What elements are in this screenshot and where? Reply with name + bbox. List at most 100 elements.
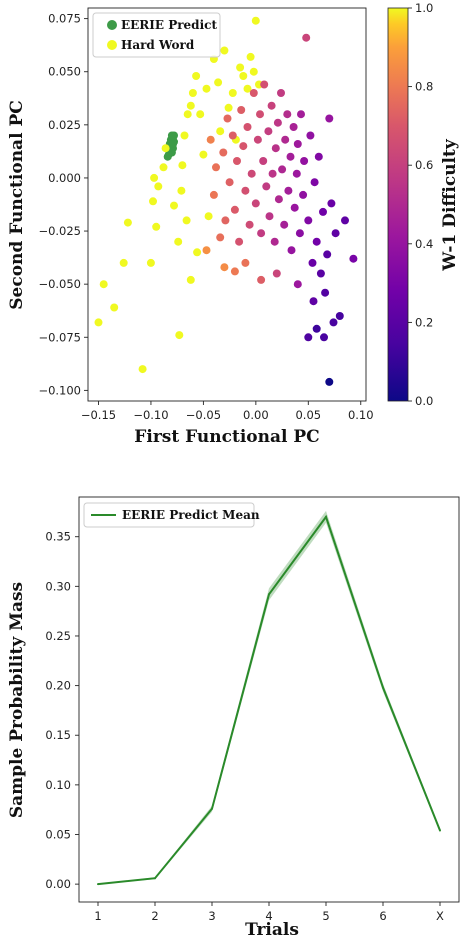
line-point [325,515,327,518]
scatter-x-tick-label: −0.10 [133,408,168,422]
scatter-point [251,16,260,25]
scatter-point [224,103,233,112]
scatter-point [212,163,220,172]
scatter-point [329,318,338,327]
line-point [439,829,441,832]
scatter-point [177,186,186,195]
scatter-point [178,161,187,170]
line-point [97,883,99,886]
line-x-tick-label: 3 [208,909,215,923]
scatter-point [202,246,211,255]
scatter-point [202,84,211,93]
scatter-point [159,163,168,172]
scatter-point [312,324,321,333]
scatter-legend: EERIE Predict Hard Word [92,12,221,58]
line-legend-box [83,502,255,528]
scatter-point [251,199,260,208]
scatter-point [327,199,336,208]
line-legend-label: EERIE Predict Mean [122,508,260,522]
scatter-point [280,220,289,229]
legend-marker-hard-word [107,40,117,50]
scatter-x-tick-label: 0.05 [295,408,321,422]
scatter-point [182,216,191,225]
legend-box [92,12,221,58]
scatter-point [297,110,305,119]
scatter-point [309,297,318,306]
scatter-y-tick-label: 0.050 [48,65,81,79]
scatter-y-tick-label: −0.050 [38,277,81,291]
colorbar-tick-label: 0.8 [415,80,433,94]
scatter-point [262,182,271,191]
scatter-point [310,178,319,187]
scatter-point [274,195,283,204]
scatter-x-tick-label: 0.00 [243,408,269,422]
scatter-point [247,169,256,178]
scatter-point [302,33,311,42]
scatter-point [253,135,262,144]
scatter-point [271,144,280,153]
scatter-point [138,365,147,374]
scatter-point [264,127,273,136]
scatter-point [123,218,132,227]
scatter-y-axis-label: Second Functional PC [7,100,27,310]
scatter-point [335,312,344,320]
scatter-point [257,229,266,238]
scatter-point [295,229,304,238]
scatter-point [220,46,229,55]
scatter-point [119,258,128,267]
scatter-point [214,78,223,87]
line-x-tick-label: X [436,909,444,923]
colorbar-label: W-1 Difficulty [440,138,460,272]
scatter-point [230,205,239,214]
line-plot-area [78,496,460,903]
scatter-point [216,127,225,136]
scatter-point [146,258,155,267]
scatter-point [265,212,274,221]
scatter-y-tick-label: 0.075 [48,12,81,26]
line-y-tick-label: 0.25 [45,629,71,643]
line-y-tick-label: 0.15 [45,728,71,742]
scatter-point [287,246,296,255]
scatter-point [180,131,189,140]
colorbar-tick-label: 0.6 [415,158,433,172]
scatter-point [283,110,292,119]
scatter-point [188,89,197,97]
scatter-point [225,178,234,187]
scatter-point [94,318,103,327]
legend-label-eerie-predict: EERIE Predict [121,18,217,32]
scatter-point [289,123,298,131]
scatter-point [293,280,302,289]
scatter-point [249,89,258,97]
scatter-point [304,333,313,342]
scatter-point [228,89,237,97]
scatter-point [272,269,281,278]
legend-label-hard-word: Hard Word [121,38,195,52]
scatter-point [241,258,250,267]
colorbar-tick-label: 0.0 [415,394,433,408]
scatter-point [175,331,184,340]
scatter-x-ticks: −0.15 −0.10 −0.05 0.00 0.05 0.10 [81,401,374,422]
scatter-point [259,157,268,165]
scatter-point [260,80,269,89]
scatter-point [257,275,266,284]
scatter-point [204,212,213,221]
scatter-point [220,263,229,272]
scatter-y-tick-label: −0.025 [38,224,81,238]
scatter-point [216,233,225,242]
scatter-point [219,148,228,157]
scatter-point [290,203,299,212]
scatter-point [325,377,334,386]
scatter-point [308,258,317,267]
line-series [97,514,441,886]
scatter-point [320,333,328,342]
scatter-point [150,173,159,182]
scatter-point [273,118,282,127]
line-point [154,877,156,880]
line-y-tick-label: 0.10 [45,778,71,792]
scatter-y-tick-label: −0.100 [38,383,81,397]
scatter-chart: −0.15 −0.10 −0.05 0.00 0.05 0.10 0.0750.0500.… [7,1,460,447]
scatter-point [170,201,178,210]
scatter-point [243,123,252,131]
line-x-axis-label: Trials [245,920,299,940]
line-legend: EERIE Predict Mean [83,502,260,528]
